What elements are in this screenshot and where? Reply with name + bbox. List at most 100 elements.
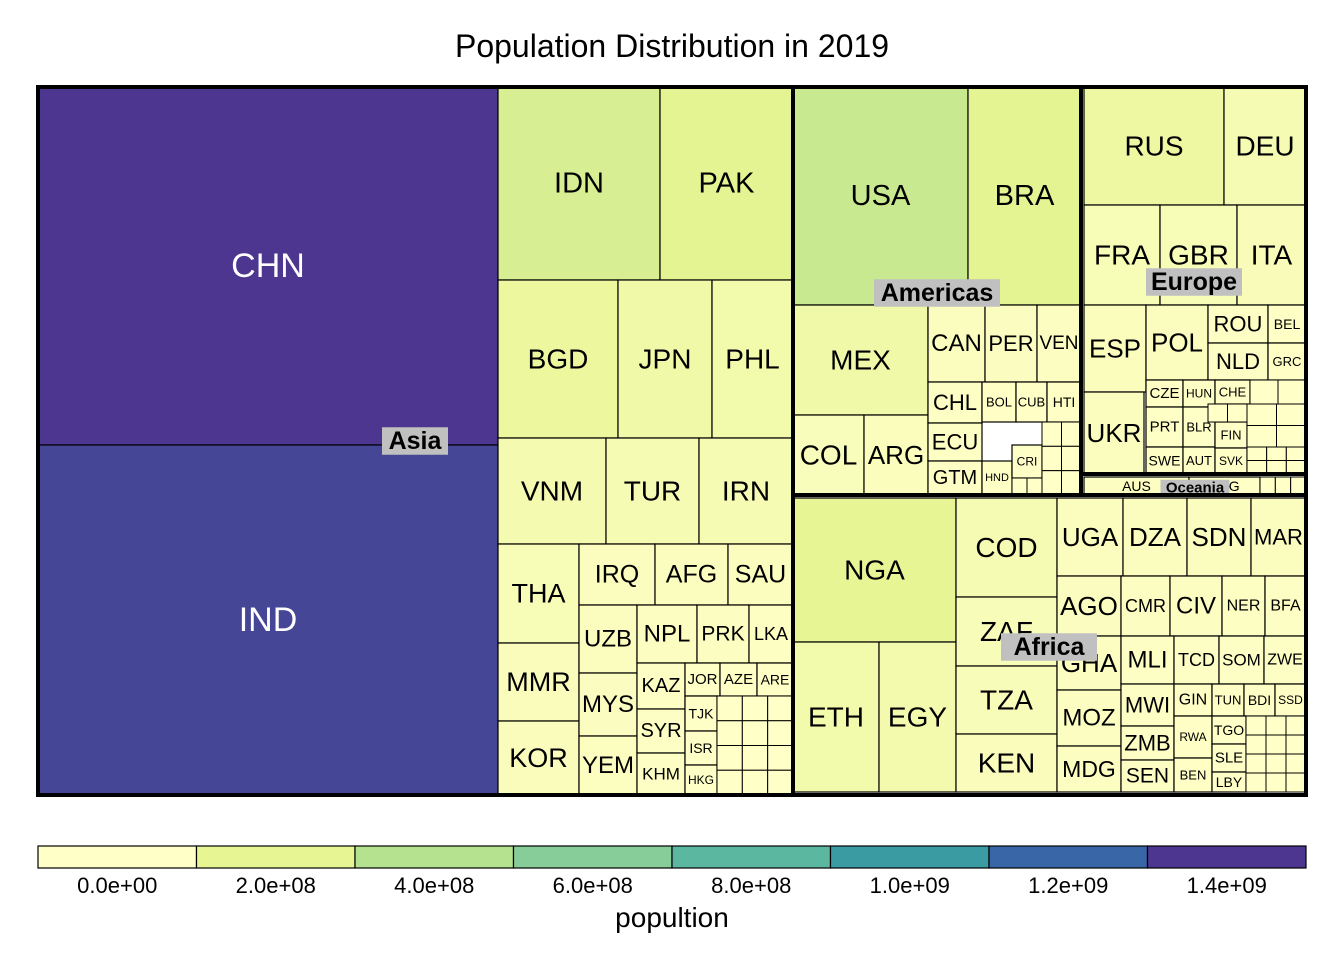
- cell-label-esp: ESP: [1089, 334, 1141, 364]
- legend-swatch: [512, 845, 673, 869]
- cell-label-svk: SVK: [1219, 454, 1243, 468]
- cell-label-pol: POL: [1151, 328, 1203, 358]
- cell-label-irq: IRQ: [595, 561, 639, 589]
- cell-label-cze: CZE: [1150, 385, 1180, 402]
- cell-isr: [684, 730, 718, 766]
- cell-label-prt: PRT: [1150, 419, 1180, 436]
- cell-label-gin: GIN: [1179, 692, 1207, 709]
- small-cell-europe: [1276, 403, 1307, 426]
- legend-tick-label: 0.0e+00: [77, 873, 157, 898]
- cell-jor: [684, 662, 721, 697]
- small-cell-europe: [1227, 403, 1248, 423]
- group-label-bg-americas: [874, 279, 1000, 307]
- cell-label-syr: SYR: [640, 720, 681, 742]
- small-cell-africa: [1285, 753, 1307, 774]
- small-cell-asia: [767, 745, 794, 771]
- small-cell-asia: [716, 745, 743, 771]
- cell-fin: [1214, 421, 1248, 449]
- cell-label-arg: ARG: [868, 440, 924, 470]
- cell-label-yem: YEM: [582, 752, 634, 779]
- legend-swatch: [37, 845, 198, 869]
- cell-label-aze: AZE: [724, 671, 753, 688]
- cell-label-idn: IDN: [554, 168, 604, 200]
- cell-label-civ: CIV: [1176, 593, 1216, 620]
- small-cell-europe: [1277, 379, 1307, 405]
- cell-label-nld: NLD: [1216, 349, 1260, 374]
- legend-swatch: [988, 845, 1149, 869]
- cell-label-aut: AUT: [1186, 453, 1212, 468]
- small-cell-americas: [1061, 445, 1082, 472]
- cell-label-afg: AFG: [666, 561, 717, 589]
- small-cell-europe: [1207, 403, 1228, 423]
- cell-tur: [605, 437, 700, 545]
- cell-label-uga: UGA: [1062, 522, 1119, 552]
- cell-label-mar: MAR: [1254, 525, 1303, 550]
- cell-zmb: [1120, 725, 1175, 761]
- small-cell-asia: [716, 720, 743, 746]
- small-cell-americas: [1061, 470, 1082, 496]
- legend-tick-label: 6.0e+08: [553, 873, 633, 898]
- cell-label-hti: HTI: [1053, 394, 1076, 410]
- cell-egy: [878, 641, 957, 793]
- cell-syr: [636, 708, 686, 754]
- small-cell-europe: [1285, 446, 1307, 461]
- small-cell-europe: [1266, 446, 1287, 461]
- cell-irq: [578, 543, 656, 606]
- cell-bdi: [1243, 683, 1276, 717]
- cell-cze: [1145, 379, 1184, 408]
- cell-sen: [1120, 759, 1175, 793]
- cell-label-eth: ETH: [808, 702, 864, 733]
- group-label-europe: Europe: [1151, 268, 1237, 296]
- small-cell-americas: [1041, 445, 1062, 472]
- cell-mar: [1250, 497, 1307, 577]
- cell-uzb: [578, 604, 638, 674]
- cell-label-swe: SWE: [1149, 453, 1181, 469]
- cell-label-zmb: ZMB: [1124, 731, 1170, 756]
- cell-label-tur: TUR: [624, 476, 682, 507]
- small-cell-asia: [716, 769, 743, 796]
- cell-label-grc: GRC: [1273, 354, 1302, 369]
- cell-label-pak: PAK: [699, 168, 756, 200]
- cell-label-ben: BEN: [1180, 768, 1207, 783]
- cell-prk: [696, 604, 750, 664]
- cell-rus: [1083, 86, 1225, 206]
- legend-tick-label: 1.2e+09: [1028, 873, 1108, 898]
- small-cell-africa: [1245, 753, 1267, 774]
- cell-label-mwi: MWI: [1125, 693, 1170, 718]
- cell-ken: [955, 733, 1058, 793]
- cell-label-dza: DZA: [1129, 522, 1182, 552]
- cell-mys: [578, 672, 638, 737]
- small-cell-oceania: [1274, 476, 1292, 496]
- cell-label-rwa: RWA: [1179, 730, 1206, 744]
- cell-mwi: [1120, 683, 1175, 727]
- cell-label-bdi: BDI: [1248, 692, 1271, 708]
- group-label-bg-europe: [1146, 268, 1242, 296]
- cell-per: [984, 304, 1038, 383]
- small-cell-africa: [1285, 715, 1307, 736]
- cell-label-moz: MOZ: [1062, 705, 1115, 732]
- cell-label-tjk: TJK: [689, 706, 715, 722]
- cell-rwa: [1173, 715, 1213, 759]
- small-cell-americas: [1061, 421, 1082, 447]
- cell-label-deu: DEU: [1235, 131, 1294, 162]
- cell-label-jor: JOR: [688, 671, 718, 688]
- cell-label-mmr: MMR: [506, 667, 570, 697]
- legend-swatch: [1146, 845, 1307, 869]
- cell-civ: [1169, 575, 1223, 637]
- cell-blr: [1182, 406, 1216, 448]
- cell-label-prk: PRK: [701, 623, 744, 646]
- cell-label-gtm: GTM: [933, 467, 977, 489]
- cell-label-are: ARE: [761, 672, 790, 688]
- legend-tick-label: 2.0e+08: [236, 873, 316, 898]
- cell-label-hkg: HKG: [688, 773, 714, 787]
- cell-label-uzb: UZB: [584, 626, 632, 653]
- cell-ukr: [1083, 391, 1145, 475]
- cell-label-aus: AUS: [1122, 478, 1151, 494]
- cell-label-ner: NER: [1227, 598, 1261, 615]
- cell-label-egy: EGY: [888, 702, 947, 733]
- cell-label-ven: VEN: [1039, 333, 1078, 354]
- group-labels: Asia Americas Europe Oceania Africa: [382, 268, 1242, 661]
- legend-swatch: [671, 845, 832, 869]
- small-cell-oceania: [1259, 476, 1276, 496]
